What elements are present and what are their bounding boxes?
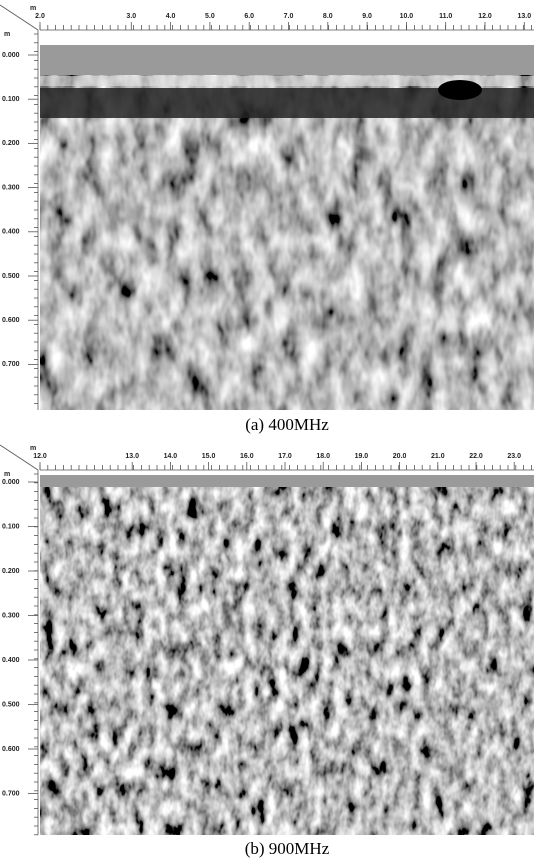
x-tick-label: 21.0 [431, 453, 445, 460]
x-tick-label: 12.0 [478, 13, 492, 20]
x-tick-label: 19.0 [355, 453, 369, 460]
y-tick-label: 0.500 [2, 701, 20, 708]
x-tick-label: 3.0 [126, 13, 136, 20]
x-tick-label: 11.0 [439, 13, 452, 20]
x-tick-label: 15.0 [202, 453, 216, 460]
x-tick-label: 2.0 [35, 13, 45, 20]
radargram-a [40, 45, 534, 410]
y-tick-label: 0.100 [2, 96, 20, 103]
y-tick-label: 0.400 [2, 229, 20, 236]
x-tick-label: 16.0 [240, 453, 254, 460]
x-tick-label: 13.0 [517, 13, 531, 20]
y-tick-label: 0.600 [2, 317, 20, 324]
x-tick-label: 22.0 [469, 453, 483, 460]
x-tick-label: 18.0 [316, 453, 330, 460]
y-tick-label: 0.700 [2, 361, 20, 368]
x-unit: m [30, 445, 36, 452]
y-tick-label: 0.500 [2, 273, 20, 280]
y-unit: m [4, 471, 10, 478]
x-tick-label: 20.0 [393, 453, 407, 460]
y-tick-label: 0.400 [2, 657, 20, 664]
y-unit: m [4, 31, 10, 38]
x-tick-label: 17.0 [278, 453, 292, 460]
y-tick-label: 0.000 [2, 52, 20, 59]
y-tick-label: 0.300 [2, 184, 20, 191]
axes: mm2.0 3.0 4.0 5.0 6.0 7.0 8.0 9.0 10.0 11.0 12.0 13… [0, 4, 534, 858]
x-tick-label: 6.0 [244, 13, 254, 20]
x-unit: m [30, 5, 36, 12]
y-tick-label: 0.000 [2, 479, 20, 486]
y-tick-label: 0.600 [2, 746, 20, 753]
x-tick-label: 9.0 [362, 13, 372, 20]
x-tick-label: 14.0 [164, 453, 178, 460]
y-tick-label: 0.200 [2, 568, 20, 575]
x-tick-label: 13.0 [125, 453, 139, 460]
x-tick-label: 7.0 [284, 13, 294, 20]
y-tick-label: 0.100 [2, 523, 20, 530]
x-tick-label: 23.0 [507, 453, 521, 460]
corner-line [0, 444, 39, 471]
y-tick-label: 0.700 [2, 790, 20, 797]
radargram-b [40, 475, 534, 835]
x-tick-label: 10.0 [400, 13, 414, 20]
x-tick-label: 8.0 [323, 13, 333, 20]
caption: (b) 900MHz [245, 839, 330, 858]
x-tick-label: 5.0 [205, 13, 215, 20]
caption: (a) 400MHz [245, 415, 329, 434]
x-tick-label: 12.0 [33, 453, 47, 460]
y-tick-label: 0.200 [2, 140, 20, 147]
y-tick-label: 0.300 [2, 612, 20, 619]
corner-line [0, 4, 39, 31]
x-tick-label: 4.0 [166, 13, 176, 20]
